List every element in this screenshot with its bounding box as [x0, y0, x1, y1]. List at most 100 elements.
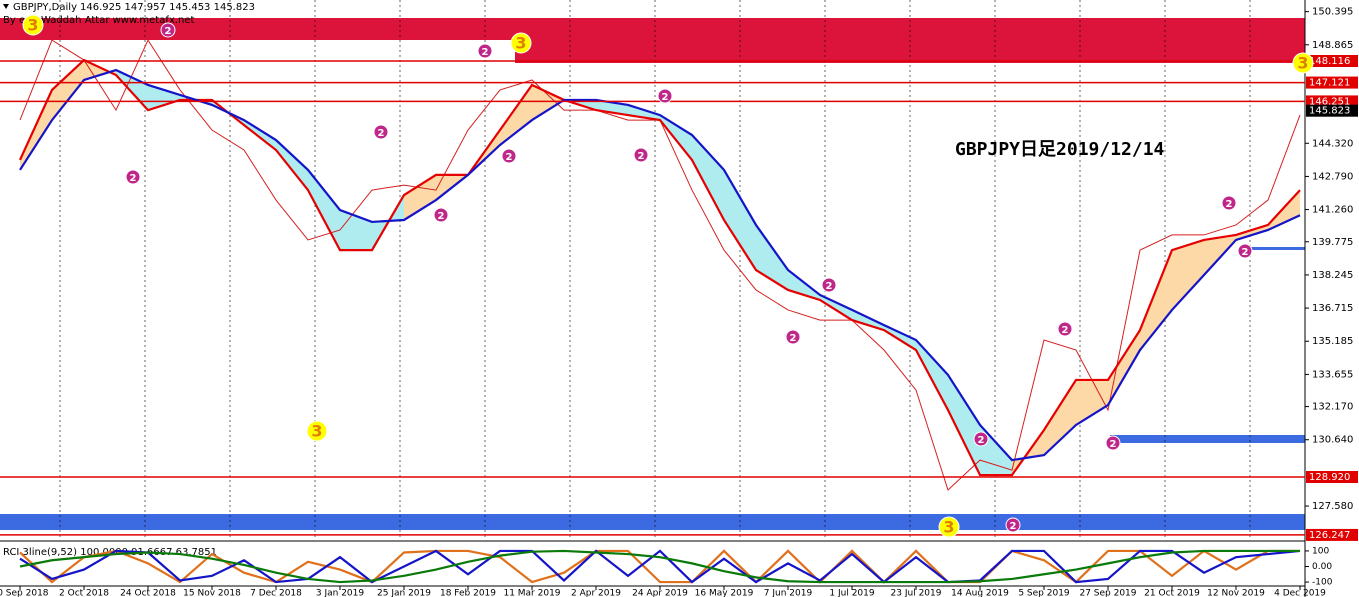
marker-label: 3	[311, 422, 322, 441]
level-box	[1306, 528, 1358, 541]
x-tick-label: 5 Sep 2019	[1018, 589, 1070, 597]
x-tick-label: 23 Jul 2019	[891, 589, 942, 597]
marker	[477, 43, 493, 59]
x-tick-label: 18 Feb 2019	[440, 589, 496, 597]
marker	[1105, 435, 1121, 451]
support-line	[1240, 247, 1305, 250]
level-label: 148.116	[1309, 56, 1350, 67]
cloud	[148, 84, 180, 111]
x-tick-label: 3 Jan 2019	[316, 589, 364, 597]
marker	[433, 207, 449, 223]
marker-label: 3	[27, 16, 38, 35]
marker	[821, 277, 837, 293]
y-tick-label: 0.00	[1312, 562, 1332, 572]
marker-label: 2	[130, 173, 137, 184]
y-tick-label: 139.775	[1312, 237, 1353, 248]
y-tick-label: 136.715	[1312, 303, 1353, 314]
cloud	[916, 340, 948, 411]
marker-label: 2	[790, 333, 797, 344]
y-tick-label: 132.170	[1312, 402, 1353, 413]
cloud	[500, 84, 532, 146]
cloud	[948, 374, 980, 476]
credit: By eng Waddah Attar www.metafx.net	[3, 15, 194, 26]
level-box	[1306, 471, 1358, 484]
x-tick-label: 14 Aug 2019	[951, 589, 1009, 597]
cloud	[276, 140, 308, 191]
level-label: 147.121	[1309, 78, 1350, 89]
level-label: 146.251	[1309, 96, 1350, 107]
y-tick-label: 142.790	[1312, 171, 1353, 182]
level-box	[1306, 76, 1358, 89]
level-label: 126.247	[1309, 530, 1350, 541]
marker	[1237, 243, 1253, 259]
last-price-label: 145.823	[1309, 106, 1350, 117]
marker-label: 2	[978, 435, 985, 446]
marker	[1221, 195, 1237, 211]
last-price-box	[1306, 104, 1358, 117]
support-zone	[0, 514, 1305, 530]
x-tick-label: 24 Apr 2019	[632, 589, 688, 597]
marker	[1005, 517, 1021, 533]
series-line	[19, 549, 1301, 584]
symbol-arrow	[3, 4, 9, 9]
x-tick-label: 2 Oct 2018	[59, 589, 109, 597]
cloud	[1044, 379, 1076, 456]
marker	[785, 329, 801, 345]
cloud	[756, 224, 788, 290]
x-tick-label: 2 Apr 2019	[571, 589, 621, 597]
symbol: GBPJPY,Daily	[13, 2, 77, 13]
x-tick-label: 15 Nov 2018	[183, 589, 241, 597]
y-tick-label: 141.260	[1312, 205, 1353, 216]
level-box	[1306, 95, 1358, 108]
marker	[501, 148, 517, 164]
y-tick-label: 127.580	[1312, 501, 1353, 512]
marker-label: 2	[638, 151, 645, 162]
x-tick-label: 16 May 2019	[695, 589, 754, 597]
x-tick-label: 1 Jul 2019	[829, 589, 874, 597]
marker	[22, 14, 44, 36]
cloud	[724, 169, 756, 271]
x-tick-label: 27 Sep 2019	[1079, 589, 1136, 597]
x-tick-label: 7 Dec 2018	[250, 589, 302, 597]
x-tick-label: 12 Nov 2019	[1207, 589, 1265, 597]
cloud	[1236, 224, 1268, 240]
ohlc: 146.925 147.957 145.453 145.823	[80, 2, 255, 13]
marker-label: 2	[1010, 521, 1017, 532]
y-tick-label: 148.865	[1312, 40, 1353, 51]
marker	[125, 169, 141, 185]
cloud	[532, 84, 564, 121]
marker-label: 3	[1297, 54, 1308, 73]
marker	[510, 32, 532, 54]
marker-label: 2	[506, 152, 513, 163]
series-line	[19, 549, 1300, 584]
y-tick-label: 150.395	[1312, 7, 1353, 18]
marker	[1057, 321, 1073, 337]
resistance-zone	[0, 18, 1305, 40]
support-line	[1110, 435, 1305, 443]
y-tick-label: 144.320	[1312, 138, 1353, 149]
marker-label: 2	[1110, 439, 1117, 450]
y-tick-label: 100	[1312, 546, 1329, 556]
y-tick-label: 135.185	[1312, 336, 1353, 347]
marker-label: 3	[515, 34, 526, 53]
marker-label: 2	[482, 47, 489, 58]
level-box	[1306, 55, 1358, 68]
x-tick-label: 7 Jun 2019	[764, 589, 813, 597]
marker-label: 2	[1242, 247, 1249, 258]
marker	[657, 88, 673, 104]
x-tick-label: 21 Oct 2019	[1144, 589, 1200, 597]
cloud	[1172, 239, 1204, 310]
marker	[306, 420, 328, 442]
cloud	[852, 309, 884, 331]
marker-label: 2	[438, 211, 445, 222]
series-line	[19, 68, 1301, 462]
cloud	[308, 169, 340, 251]
marker-label: 2	[165, 26, 172, 37]
cloud	[1140, 250, 1172, 351]
level-label: 128.920	[1309, 472, 1350, 483]
marker-label: 2	[378, 128, 385, 139]
marker-label: 2	[662, 92, 669, 103]
y-tick-label: 138.245	[1312, 270, 1353, 281]
